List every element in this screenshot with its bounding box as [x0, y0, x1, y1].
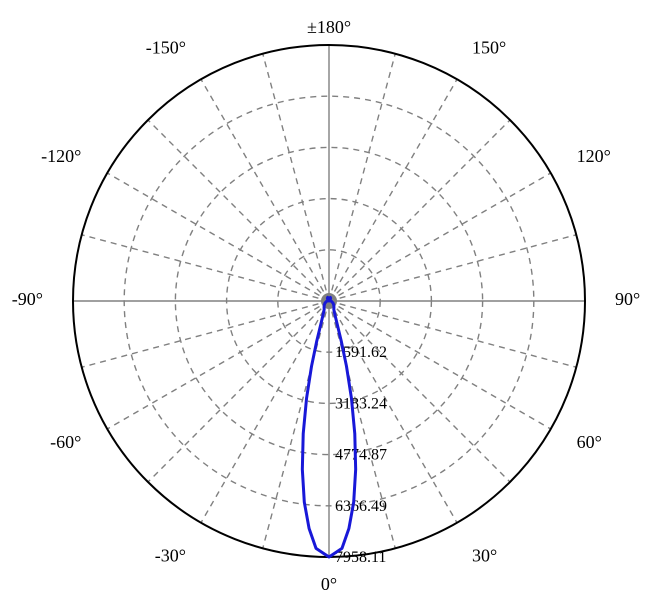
grid-spoke	[148, 120, 329, 301]
angle-tick-label: 0°	[321, 574, 337, 594]
angle-tick-label: 120°	[577, 146, 611, 166]
radius-tick-label: 6366.49	[335, 498, 387, 515]
angle-tick-label: -150°	[146, 37, 186, 57]
grid-spoke	[263, 301, 329, 548]
angle-tick-label: 90°	[615, 289, 640, 309]
angle-tick-label: ±180°	[307, 17, 351, 37]
grid-spoke	[201, 79, 329, 301]
angle-tick-label: 60°	[577, 432, 602, 452]
grid-spoke	[82, 301, 329, 367]
angle-tick-label: -90°	[12, 289, 43, 309]
radius-tick-label: 4774.87	[335, 447, 387, 464]
grid-spoke	[107, 301, 329, 429]
grid-spoke	[329, 120, 510, 301]
grid-spoke	[329, 79, 457, 301]
grid-spoke	[329, 235, 576, 301]
grid-spoke	[263, 54, 329, 301]
grid-spoke	[107, 173, 329, 301]
grid-spoke	[329, 54, 395, 301]
radius-tick-label: 7958.11	[335, 549, 386, 566]
radius-labels: 1591.623183.244774.876366.497958.11	[335, 344, 387, 566]
grid-spoke	[201, 301, 329, 523]
grid-spoke	[82, 235, 329, 301]
radius-tick-label: 3183.24	[335, 395, 387, 412]
angle-tick-label: 150°	[472, 37, 506, 57]
angle-tick-label: -60°	[50, 432, 81, 452]
grid-spoke	[329, 173, 551, 301]
angle-tick-label: 30°	[472, 545, 497, 565]
polar-chart: 1591.623183.244774.876366.497958.110°30°…	[0, 0, 658, 602]
angle-tick-label: -30°	[155, 545, 186, 565]
angle-tick-label: -120°	[41, 146, 81, 166]
